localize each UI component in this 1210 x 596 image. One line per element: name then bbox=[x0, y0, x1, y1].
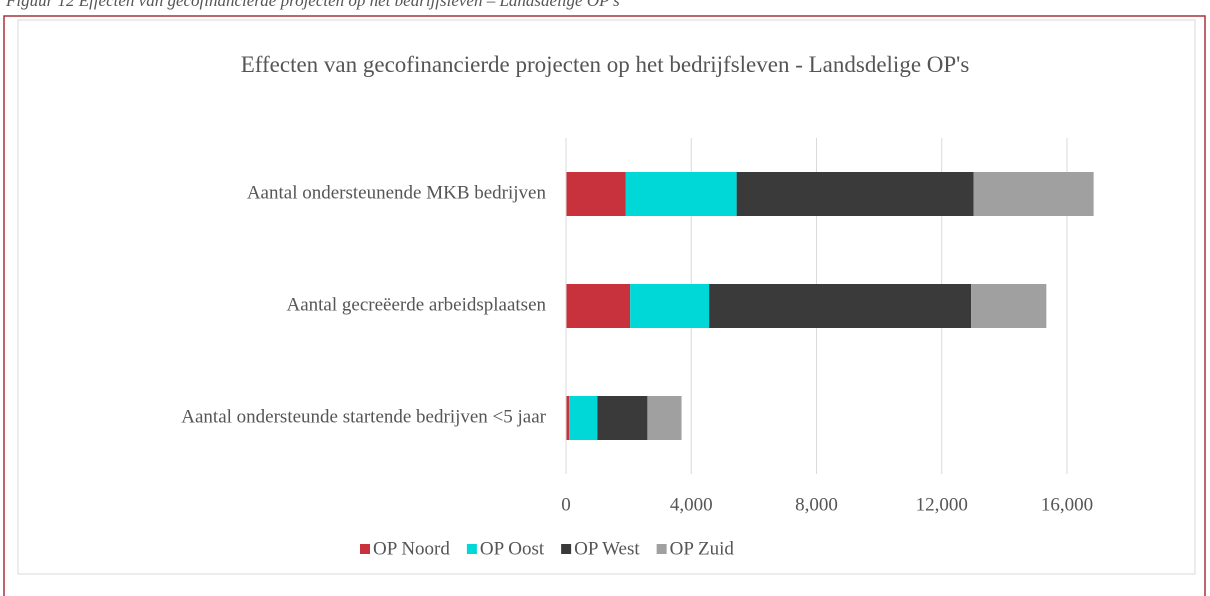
legend-label: OP Zuid bbox=[670, 538, 735, 559]
bar bbox=[566, 284, 631, 328]
y-tick-label: Aantal ondersteunde startende bedrijven … bbox=[181, 406, 546, 427]
x-tick-label: 12,000 bbox=[916, 494, 968, 515]
bar bbox=[630, 284, 710, 328]
chart-title: Effecten van gecofinancierde projecten o… bbox=[240, 52, 970, 77]
caption: Figuur 12 Effecten van gecofinancierde p… bbox=[6, 0, 620, 10]
bar bbox=[566, 172, 626, 216]
bar bbox=[566, 396, 570, 440]
bar bbox=[973, 172, 1094, 216]
bar bbox=[597, 396, 648, 440]
y-tick-label: Aantal ondersteunende MKB bedrijven bbox=[247, 182, 547, 203]
bar bbox=[569, 396, 598, 440]
bar bbox=[647, 396, 682, 440]
bar bbox=[625, 172, 737, 216]
legend-swatch bbox=[561, 544, 572, 554]
legend-swatch bbox=[466, 544, 477, 554]
legend-label: OP Oost bbox=[480, 538, 545, 559]
bar bbox=[709, 284, 972, 328]
y-tick-label: Aantal gecreëerde arbeidsplaatsen bbox=[286, 294, 546, 315]
x-tick-label: 16,000 bbox=[1041, 494, 1093, 515]
page-frame bbox=[3, 15, 1206, 596]
legend-swatch bbox=[656, 544, 667, 554]
legend-label: OP Noord bbox=[373, 538, 450, 559]
x-tick-label: 0 bbox=[561, 494, 571, 515]
legend-label: OP West bbox=[574, 538, 640, 559]
x-tick-label: 8,000 bbox=[795, 494, 838, 515]
legend-swatch bbox=[360, 544, 370, 554]
x-tick-label: 4,000 bbox=[670, 494, 713, 515]
bar bbox=[736, 172, 974, 216]
bar bbox=[971, 284, 1047, 328]
